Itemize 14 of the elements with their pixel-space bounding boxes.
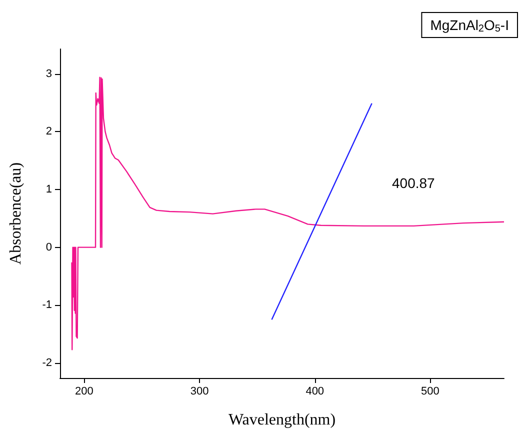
x-tick-label: 400 — [306, 386, 324, 398]
line-series — [71, 76, 505, 350]
x-axis-title: Wavelength(nm) — [228, 412, 336, 428]
y-tick-label: -2 — [42, 356, 52, 369]
y-tick-label: -1 — [42, 299, 52, 312]
annotation: 400.87 — [392, 175, 436, 191]
y-tick-label: 3 — [46, 68, 52, 80]
x-tick-label: 200 — [75, 386, 94, 398]
x-tick-label: 300 — [190, 386, 209, 398]
y-tick-label: 1 — [46, 184, 52, 196]
y-tick-label: 0 — [46, 241, 52, 254]
y-tick-label: 2 — [46, 126, 52, 138]
y-axis-title: Absorbence(au) — [8, 162, 24, 265]
x-tick-label: 500 — [421, 386, 440, 398]
